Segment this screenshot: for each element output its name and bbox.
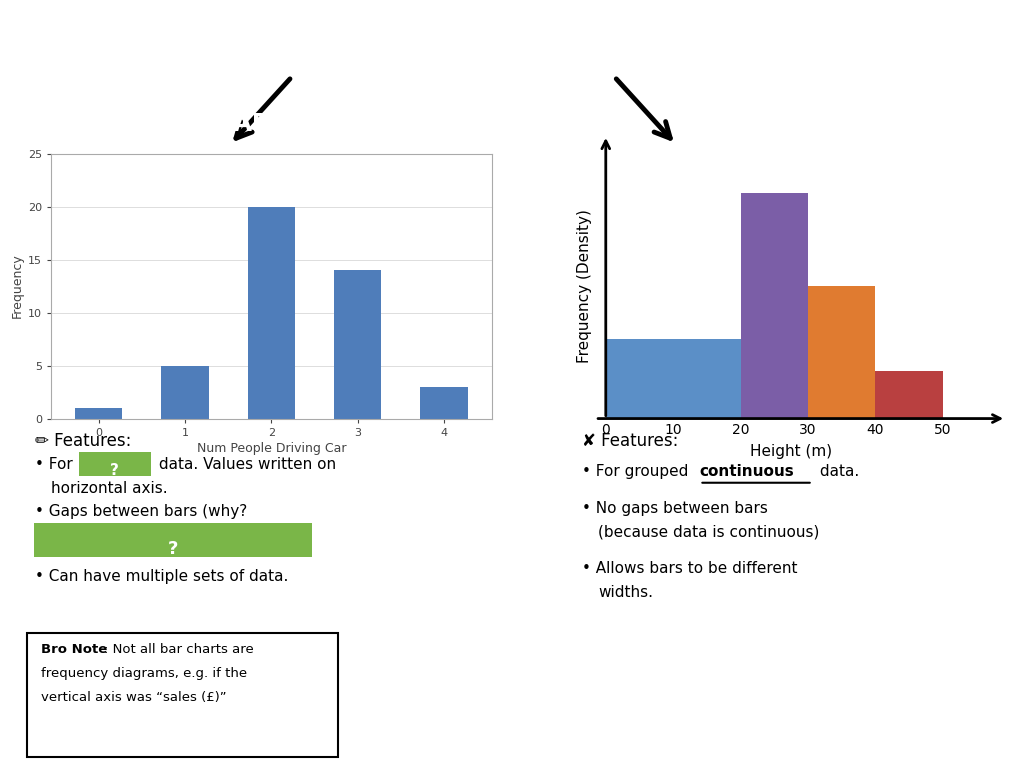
Text: Types of Frequency Diagrams: Types of Frequency Diagrams [18, 21, 631, 63]
Text: • For grouped: • For grouped [583, 464, 693, 478]
X-axis label: Num People Driving Car: Num People Driving Car [197, 442, 346, 455]
FancyBboxPatch shape [79, 452, 151, 475]
Bar [248, 207, 295, 419]
Text: • No gaps between bars: • No gaps between bars [583, 501, 768, 516]
FancyBboxPatch shape [34, 523, 312, 557]
Text: (because data is continuous): (because data is continuous) [598, 525, 820, 540]
FancyBboxPatch shape [27, 633, 338, 757]
Bar [808, 286, 876, 419]
Bar [740, 194, 808, 419]
Y-axis label: Frequency (Density): Frequency (Density) [578, 209, 592, 363]
Text: vertical axis was “sales (£)”: vertical axis was “sales (£)” [41, 691, 226, 704]
Text: ✏ Features:: ✏ Features: [35, 432, 131, 451]
Text: data.: data. [815, 464, 859, 478]
Bar [162, 366, 209, 419]
Text: horizontal axis.: horizontal axis. [51, 481, 168, 495]
Text: • Gaps between bars (why?: • Gaps between bars (why? [35, 504, 247, 519]
Y-axis label: Frequency: Frequency [11, 253, 24, 319]
Bar [606, 339, 740, 419]
Text: ?: ? [111, 462, 119, 478]
Text: ?: ? [168, 540, 178, 558]
Text: • Can have multiple sets of data.: • Can have multiple sets of data. [35, 569, 288, 584]
Bar [876, 371, 943, 419]
Text: • For: • For [35, 457, 78, 472]
Text: continuous: continuous [699, 464, 795, 478]
Text: data. Values written on: data. Values written on [154, 457, 336, 472]
Text: frequency diagrams, e.g. if the: frequency diagrams, e.g. if the [41, 667, 247, 680]
Text: ✘ Features:: ✘ Features: [583, 432, 679, 451]
Text: BAR CHART: BAR CHART [134, 112, 286, 137]
Text: widths.: widths. [598, 585, 653, 601]
Text: Bro Note: Bro Note [41, 643, 108, 656]
Bar [420, 387, 468, 419]
Text: HISTOGRAM: HISTOGRAM [687, 112, 849, 137]
Bar [75, 408, 123, 419]
Text: : Not all bar charts are: : Not all bar charts are [104, 643, 254, 656]
Bar [334, 270, 382, 419]
Text: • Allows bars to be different: • Allows bars to be different [583, 561, 798, 576]
X-axis label: Height (m): Height (m) [750, 445, 833, 459]
